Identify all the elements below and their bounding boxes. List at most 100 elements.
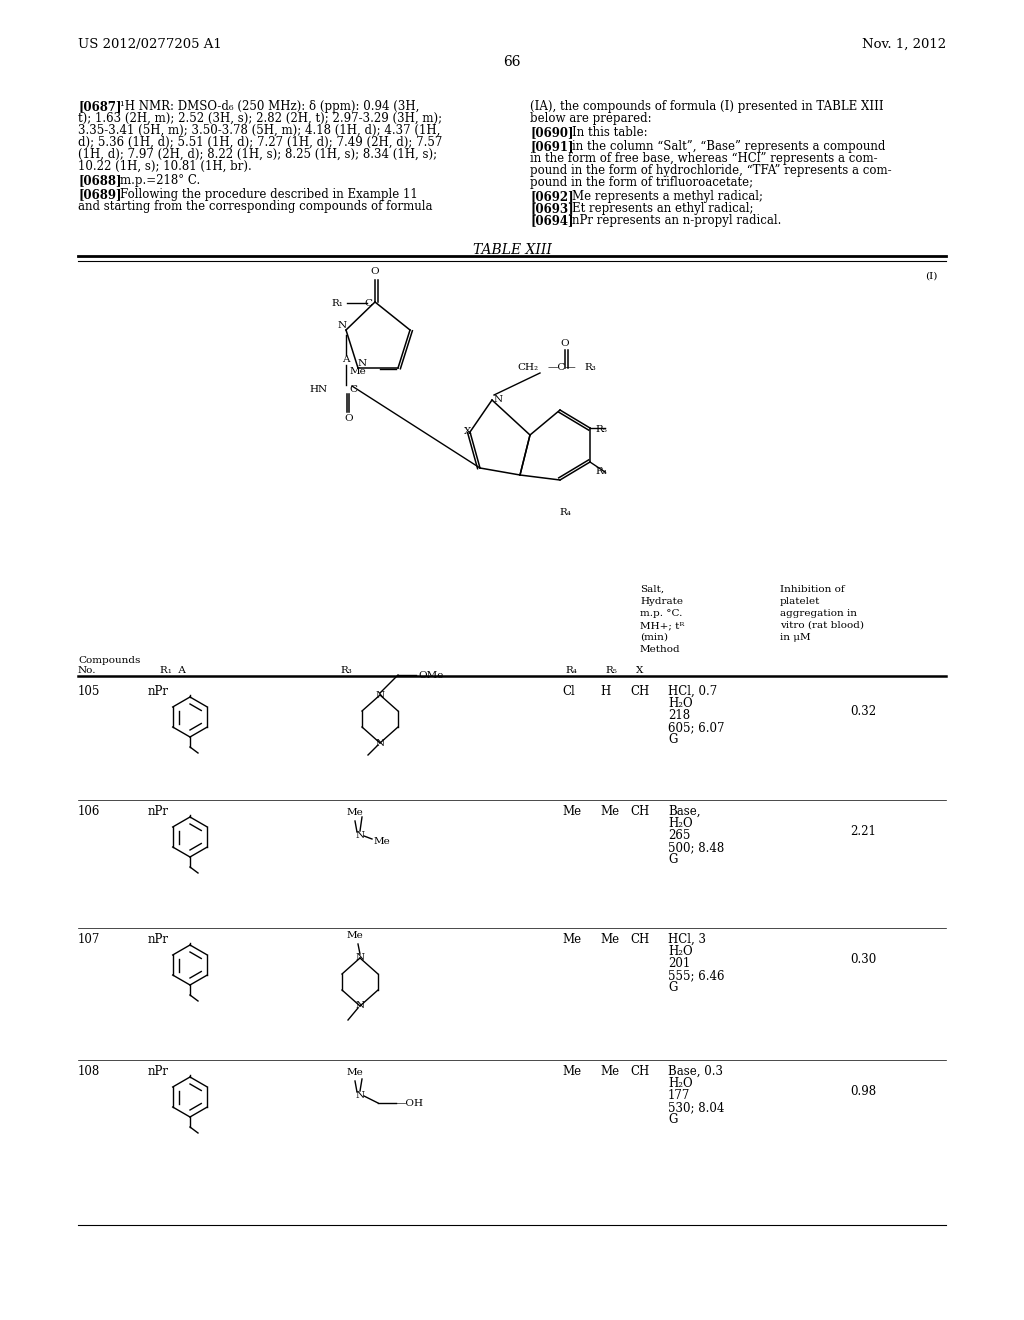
Text: O: O (371, 267, 379, 276)
Text: vitro (rat blood): vitro (rat blood) (780, 620, 864, 630)
Text: 177: 177 (668, 1089, 690, 1102)
Text: Me: Me (349, 367, 366, 375)
Text: Me: Me (374, 837, 391, 846)
Text: Base,: Base, (668, 805, 700, 818)
Text: R₅: R₅ (595, 425, 607, 434)
Text: R₃: R₃ (340, 667, 352, 675)
Text: 0.98: 0.98 (850, 1085, 877, 1098)
Text: Me: Me (562, 805, 582, 818)
Text: nPr represents an n-propyl radical.: nPr represents an n-propyl radical. (572, 214, 781, 227)
Text: R₁  A: R₁ A (160, 667, 186, 675)
Text: 218: 218 (668, 709, 690, 722)
Text: 500; 8.48: 500; 8.48 (668, 841, 724, 854)
Text: H₂O: H₂O (668, 817, 692, 830)
Text: platelet: platelet (780, 597, 820, 606)
Text: nPr: nPr (148, 685, 169, 698)
Text: 530; 8.04: 530; 8.04 (668, 1101, 724, 1114)
Text: ¹H NMR: DMSO-d₆ (250 MHz): δ (ppm): 0.94 (3H,: ¹H NMR: DMSO-d₆ (250 MHz): δ (ppm): 0.94… (120, 100, 420, 114)
Text: 3.35-3.41 (5H, m); 3.50-3.78 (5H, m); 4.18 (1H, d); 4.37 (1H,: 3.35-3.41 (5H, m); 3.50-3.78 (5H, m); 4.… (78, 124, 440, 137)
Text: —C—: —C— (548, 363, 577, 372)
Text: G: G (668, 981, 677, 994)
Text: G: G (668, 733, 677, 746)
Text: 0.32: 0.32 (850, 705, 877, 718)
Text: CH: CH (630, 805, 649, 818)
Text: CH: CH (630, 685, 649, 698)
Text: N: N (355, 953, 365, 962)
Text: in μM: in μM (780, 634, 811, 642)
Text: 107: 107 (78, 933, 100, 946)
Text: N: N (355, 830, 365, 840)
Text: R₄: R₄ (559, 508, 571, 517)
Text: [0690]: [0690] (530, 125, 573, 139)
Text: [0687]: [0687] (78, 100, 122, 114)
Text: Me: Me (600, 933, 620, 946)
Text: pound in the form of trifluoroacetate;: pound in the form of trifluoroacetate; (530, 176, 753, 189)
Text: CH₂: CH₂ (517, 363, 538, 372)
Text: R₅: R₅ (605, 667, 616, 675)
Text: A: A (342, 355, 350, 364)
Text: aggregation in: aggregation in (780, 609, 857, 618)
Text: C: C (364, 298, 372, 308)
Text: 106: 106 (78, 805, 100, 818)
Text: Me: Me (562, 1065, 582, 1078)
Text: C: C (349, 385, 357, 395)
Text: 0.30: 0.30 (850, 953, 877, 966)
Text: Salt,: Salt, (640, 585, 665, 594)
Text: Et represents an ethyl radical;: Et represents an ethyl radical; (572, 202, 754, 215)
Text: 10.22 (1H, s); 10.81 (1H, br).: 10.22 (1H, s); 10.81 (1H, br). (78, 160, 252, 173)
Text: [0692]: [0692] (530, 190, 573, 203)
Text: [0693]: [0693] (530, 202, 573, 215)
Text: 265: 265 (668, 829, 690, 842)
Text: CH: CH (630, 1065, 649, 1078)
Text: [0688]: [0688] (78, 174, 122, 187)
Text: t); 1.63 (2H, m); 2.52 (3H, s); 2.82 (2H, t); 2.97-3.29 (3H, m);: t); 1.63 (2H, m); 2.52 (3H, s); 2.82 (2H… (78, 112, 442, 125)
Text: 2.21: 2.21 (850, 825, 876, 838)
Text: H₂O: H₂O (668, 945, 692, 958)
Text: nPr: nPr (148, 805, 169, 818)
Text: Hydrate: Hydrate (640, 597, 683, 606)
Text: H₂O: H₂O (668, 1077, 692, 1090)
Text: N: N (494, 396, 503, 404)
Text: Cl: Cl (562, 685, 574, 698)
Text: Base, 0.3: Base, 0.3 (668, 1065, 723, 1078)
Text: Following the procedure described in Example 11: Following the procedure described in Exa… (120, 187, 418, 201)
Text: nPr: nPr (148, 933, 169, 946)
Text: G: G (668, 853, 677, 866)
Text: HCl, 3: HCl, 3 (668, 933, 706, 946)
Text: below are prepared:: below are prepared: (530, 112, 651, 125)
Text: Nov. 1, 2012: Nov. 1, 2012 (862, 38, 946, 51)
Text: (1H, d); 7.97 (2H, d); 8.22 (1H, s); 8.25 (1H, s); 8.34 (1H, s);: (1H, d); 7.97 (2H, d); 8.22 (1H, s); 8.2… (78, 148, 437, 161)
Text: and starting from the corresponding compounds of formula: and starting from the corresponding comp… (78, 201, 432, 213)
Text: Me: Me (347, 808, 364, 817)
Text: X: X (464, 428, 472, 437)
Text: (min): (min) (640, 634, 668, 642)
Text: H: H (600, 685, 610, 698)
Text: nPr: nPr (148, 1065, 169, 1078)
Text: —OH: —OH (396, 1098, 424, 1107)
Text: m.p. °C.: m.p. °C. (640, 609, 682, 618)
Text: 555; 6.46: 555; 6.46 (668, 969, 725, 982)
Text: CH: CH (630, 933, 649, 946)
Text: N: N (357, 359, 367, 367)
Text: m.p.=218° C.: m.p.=218° C. (120, 174, 201, 187)
Text: Method: Method (640, 645, 681, 653)
Text: Compounds: Compounds (78, 656, 140, 665)
Text: US 2012/0277205 A1: US 2012/0277205 A1 (78, 38, 222, 51)
Text: Inhibition of: Inhibition of (780, 585, 845, 594)
Text: 108: 108 (78, 1065, 100, 1078)
Text: (IA), the compounds of formula (I) presented in TABLE XIII: (IA), the compounds of formula (I) prese… (530, 100, 884, 114)
Text: Me: Me (562, 933, 582, 946)
Text: In this table:: In this table: (572, 125, 647, 139)
Text: pound in the form of hydrochloride, “TFA” represents a com-: pound in the form of hydrochloride, “TFA… (530, 164, 892, 177)
Text: Me: Me (347, 1068, 364, 1077)
Text: N: N (376, 738, 385, 747)
Text: HCl, 0.7: HCl, 0.7 (668, 685, 717, 698)
Text: [0691]: [0691] (530, 140, 573, 153)
Text: O: O (345, 414, 353, 422)
Text: H₂O: H₂O (668, 697, 692, 710)
Text: 66: 66 (503, 55, 521, 69)
Text: TABLE XIII: TABLE XIII (472, 243, 552, 257)
Text: 201: 201 (668, 957, 690, 970)
Text: HN: HN (310, 385, 328, 395)
Text: O: O (561, 339, 569, 348)
